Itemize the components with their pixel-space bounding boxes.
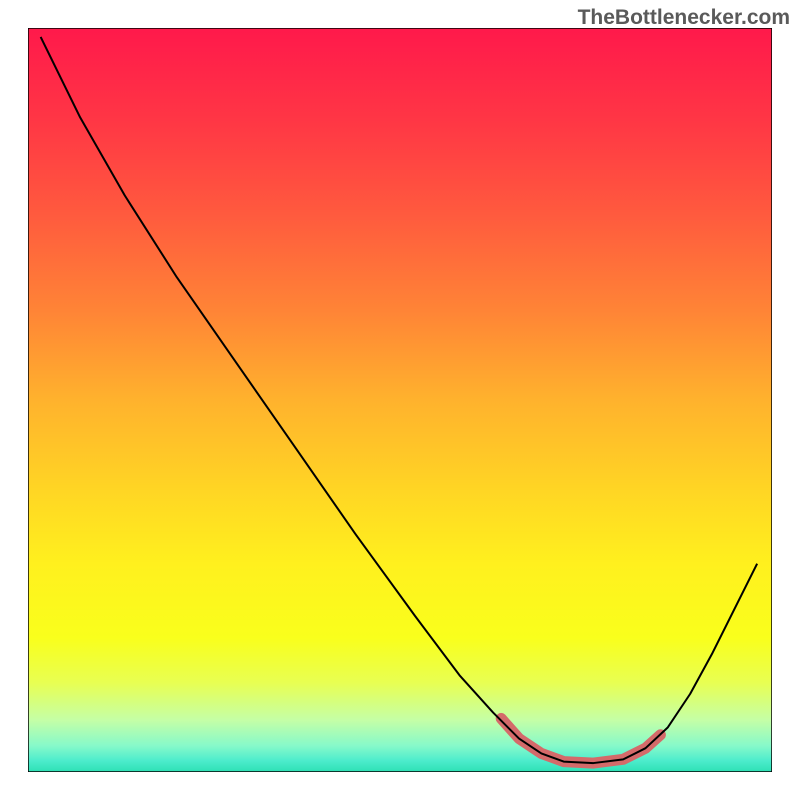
chart-svg xyxy=(28,28,772,772)
chart-plot-area xyxy=(28,28,772,772)
chart-background xyxy=(28,28,772,772)
watermark-text: TheBottlenecker.com xyxy=(578,6,790,30)
